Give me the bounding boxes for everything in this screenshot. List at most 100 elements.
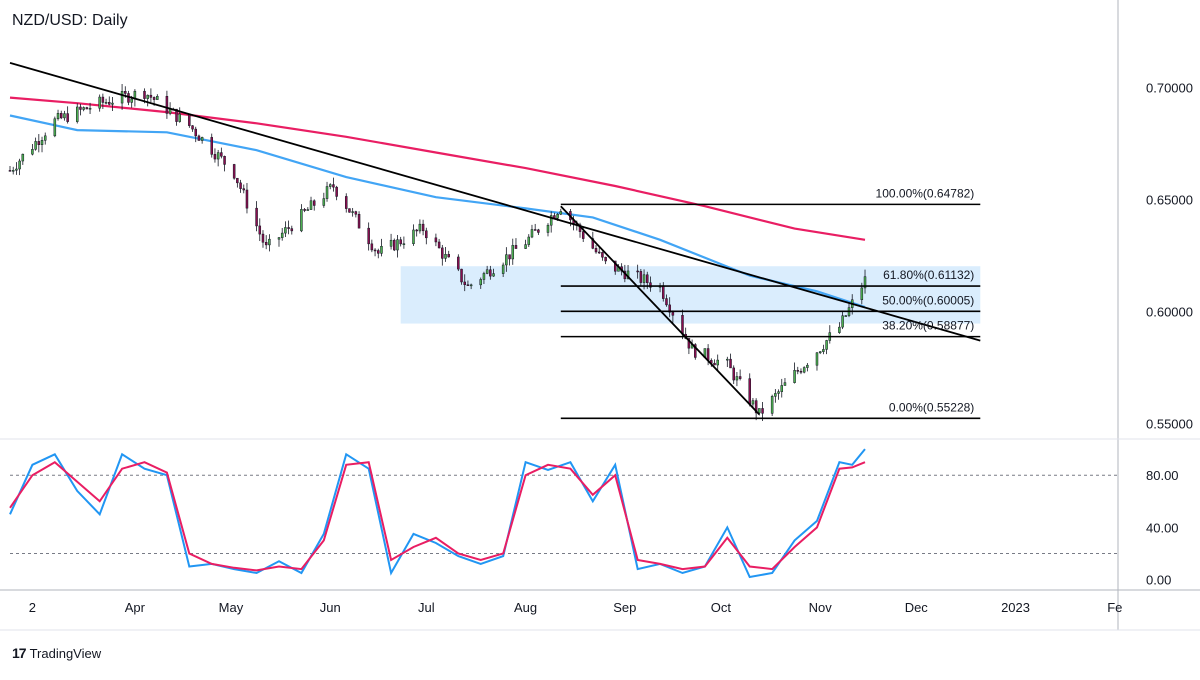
candle[interactable] xyxy=(601,251,604,261)
candle[interactable] xyxy=(460,268,463,285)
candle[interactable] xyxy=(716,354,719,371)
candle[interactable] xyxy=(223,155,226,172)
candle[interactable] xyxy=(101,93,105,110)
candle[interactable] xyxy=(434,233,438,247)
candle[interactable] xyxy=(191,125,194,132)
candle[interactable] xyxy=(232,163,236,180)
candle[interactable] xyxy=(671,310,675,323)
candle[interactable] xyxy=(514,238,518,249)
candle[interactable] xyxy=(312,199,316,211)
candle[interactable] xyxy=(530,224,534,239)
candle[interactable] xyxy=(40,136,44,153)
candle[interactable] xyxy=(175,108,178,126)
candle[interactable] xyxy=(457,254,460,272)
support-zone[interactable] xyxy=(400,266,981,324)
candle[interactable] xyxy=(501,262,505,277)
candle[interactable] xyxy=(399,236,402,247)
candle[interactable] xyxy=(537,228,540,235)
long-term-resistance-trendline[interactable] xyxy=(9,62,981,342)
candle[interactable] xyxy=(559,208,563,216)
candle[interactable] xyxy=(300,204,303,233)
candle[interactable] xyxy=(287,220,290,235)
tradingview-brand[interactable]: 17 TradingView xyxy=(12,645,101,661)
candle[interactable] xyxy=(309,196,313,210)
candle[interactable] xyxy=(668,297,671,318)
candle[interactable] xyxy=(463,274,466,292)
candle[interactable] xyxy=(373,248,377,257)
candle[interactable] xyxy=(822,344,825,355)
candle[interactable] xyxy=(63,110,66,121)
candle[interactable] xyxy=(818,351,822,355)
candle[interactable] xyxy=(245,182,249,214)
candle[interactable] xyxy=(79,103,82,116)
candle[interactable] xyxy=(636,264,639,279)
candle[interactable] xyxy=(738,369,742,381)
stochastic-k-line[interactable] xyxy=(9,448,866,579)
candle[interactable] xyxy=(104,98,108,105)
candle[interactable] xyxy=(604,256,607,265)
candle[interactable] xyxy=(236,177,239,188)
short-term-resistance-trendline[interactable] xyxy=(560,205,760,416)
candle[interactable] xyxy=(726,356,729,368)
candle[interactable] xyxy=(511,238,515,265)
candle[interactable] xyxy=(594,245,598,254)
candle[interactable] xyxy=(156,94,159,100)
candle[interactable] xyxy=(469,283,473,290)
candle[interactable] xyxy=(508,254,511,266)
candle[interactable] xyxy=(59,110,63,120)
candle[interactable] xyxy=(380,238,383,257)
candle[interactable] xyxy=(88,102,92,115)
candle[interactable] xyxy=(393,238,396,252)
stochastic-d-line[interactable] xyxy=(9,460,866,572)
candle[interactable] xyxy=(466,280,470,286)
candle[interactable] xyxy=(98,94,101,112)
candle[interactable] xyxy=(793,362,796,384)
candle[interactable] xyxy=(15,162,18,175)
candle[interactable] xyxy=(111,97,114,112)
candle[interactable] xyxy=(53,116,57,138)
candle[interactable] xyxy=(290,225,294,235)
candle[interactable] xyxy=(127,90,130,106)
candle[interactable] xyxy=(85,106,89,110)
candle[interactable] xyxy=(264,235,268,250)
candle[interactable] xyxy=(527,234,531,247)
candle[interactable] xyxy=(828,325,832,344)
candle[interactable] xyxy=(863,269,867,294)
candle[interactable] xyxy=(796,366,800,375)
candle[interactable] xyxy=(815,351,819,371)
candle[interactable] xyxy=(348,208,351,213)
candle[interactable] xyxy=(56,109,60,121)
candle[interactable] xyxy=(694,343,697,360)
candle[interactable] xyxy=(146,94,149,107)
candle[interactable] xyxy=(306,207,310,211)
candle[interactable] xyxy=(165,90,169,119)
candle[interactable] xyxy=(357,211,361,229)
candle[interactable] xyxy=(425,227,428,245)
candle[interactable] xyxy=(533,223,537,231)
candle[interactable] xyxy=(258,218,262,242)
candle[interactable] xyxy=(332,177,335,192)
candle[interactable] xyxy=(649,276,652,292)
candle[interactable] xyxy=(31,144,34,156)
candle[interactable] xyxy=(377,248,380,259)
candle[interactable] xyxy=(799,368,803,375)
candle[interactable] xyxy=(34,137,37,151)
candle[interactable] xyxy=(194,126,197,143)
candle[interactable] xyxy=(188,113,191,128)
candle[interactable] xyxy=(485,265,489,275)
candle[interactable] xyxy=(303,207,306,213)
candle[interactable] xyxy=(524,239,527,250)
candle[interactable] xyxy=(344,193,348,213)
candle[interactable] xyxy=(255,201,258,232)
candle[interactable] xyxy=(444,247,447,262)
candle[interactable] xyxy=(447,250,450,258)
candle[interactable] xyxy=(396,235,399,258)
candle[interactable] xyxy=(220,147,223,159)
candle[interactable] xyxy=(780,378,784,398)
candle[interactable] xyxy=(75,103,79,124)
candle[interactable] xyxy=(732,365,735,384)
candle[interactable] xyxy=(284,221,287,238)
candle[interactable] xyxy=(777,389,780,400)
candle[interactable] xyxy=(806,363,809,372)
